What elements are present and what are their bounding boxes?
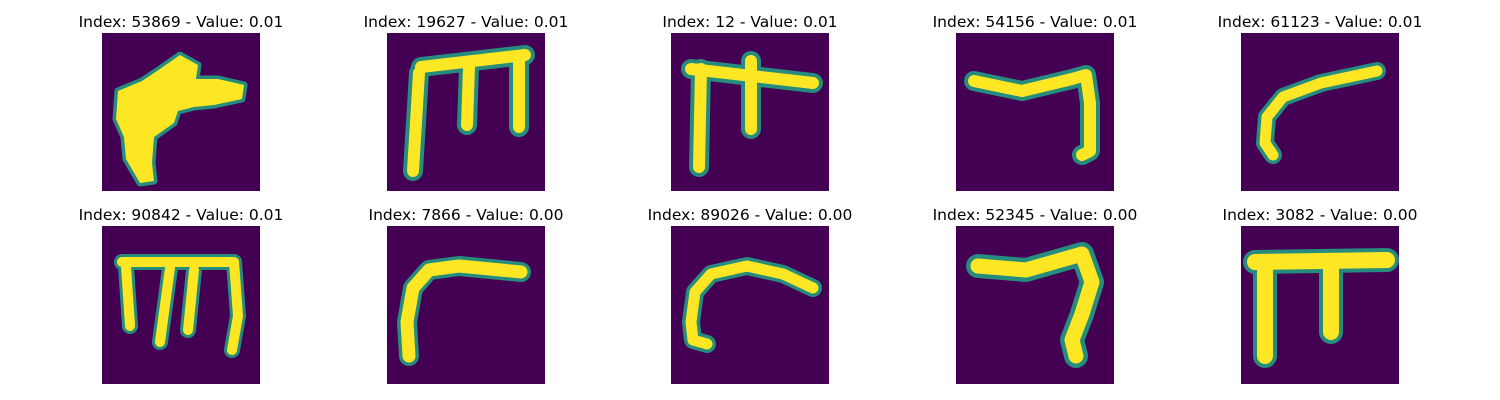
sample-image (671, 226, 829, 384)
glyph-shape (122, 262, 238, 350)
sample-image (387, 226, 545, 384)
glyph-shape (413, 55, 525, 171)
sample-image (1241, 226, 1399, 384)
glyph-shape (974, 75, 1090, 155)
sample-image (956, 226, 1114, 384)
sample-image (387, 33, 545, 191)
sample-title: Index: 7866 - Value: 0.00 (346, 204, 586, 226)
glyph-shape (691, 61, 813, 167)
sample-title: Index: 53869 - Value: 0.01 (61, 11, 301, 33)
sample-title: Index: 12 - Value: 0.01 (630, 11, 870, 33)
sample-title: Index: 89026 - Value: 0.00 (630, 204, 870, 226)
sample-title: Index: 52345 - Value: 0.00 (915, 204, 1155, 226)
sample-title: Index: 90842 - Value: 0.01 (61, 204, 301, 226)
sample-title: Index: 54156 - Value: 0.01 (915, 11, 1155, 33)
glyph-shape (1255, 260, 1387, 356)
glyph-shape (691, 266, 813, 344)
glyph-shape (116, 55, 244, 183)
sample-image (1241, 33, 1399, 191)
sample-image (102, 33, 260, 191)
sample-title: Index: 3082 - Value: 0.00 (1200, 204, 1440, 226)
sample-image (671, 33, 829, 191)
glyph-shape (978, 254, 1092, 356)
sample-image (956, 33, 1114, 191)
glyph-shape (1265, 71, 1377, 155)
glyph-shape (407, 266, 521, 356)
sample-title: Index: 61123 - Value: 0.01 (1200, 11, 1440, 33)
sample-image (102, 226, 260, 384)
sample-title: Index: 19627 - Value: 0.01 (346, 11, 586, 33)
